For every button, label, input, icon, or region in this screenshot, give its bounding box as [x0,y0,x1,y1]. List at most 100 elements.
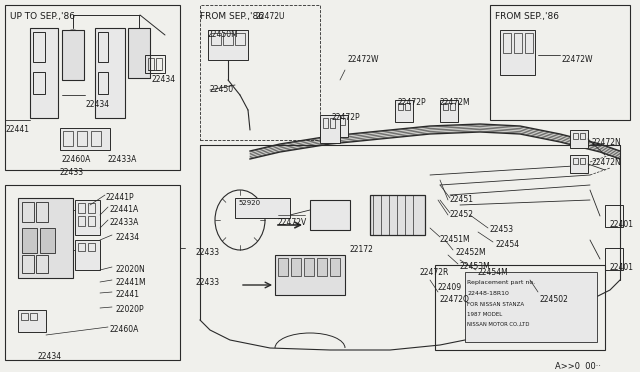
Bar [88,216,95,226]
Bar [514,33,522,53]
Bar [22,202,34,222]
Bar [323,118,328,128]
Bar [465,272,597,342]
Bar [62,30,84,80]
Bar [500,30,535,75]
Text: 22434: 22434 [85,100,109,109]
Text: 22441P: 22441P [105,193,134,202]
Text: 22472N: 22472N [592,138,621,147]
Text: 22450M: 22450M [208,30,239,39]
Bar [223,33,233,45]
Bar [200,5,320,140]
Bar [395,100,413,122]
Bar [18,310,46,332]
Text: 22472Q: 22472Q [440,295,470,304]
Bar [330,115,348,137]
Bar [211,33,221,45]
Text: 22453: 22453 [490,225,514,234]
Bar [605,248,623,270]
Bar [148,58,154,70]
Text: 52920: 52920 [238,200,260,206]
Text: 22172: 22172 [350,245,374,254]
Bar [370,195,425,235]
Text: 22472P: 22472P [397,98,426,107]
Bar [5,185,180,360]
Bar [570,130,588,148]
Text: 22409: 22409 [438,283,462,292]
Text: 22472M: 22472M [440,98,470,107]
Text: 22441A: 22441A [110,205,140,214]
Text: 22433: 22433 [60,168,84,177]
Bar [98,72,108,94]
Bar [75,200,100,235]
Bar [580,158,585,164]
Bar [405,103,410,110]
Text: 22020N: 22020N [115,265,145,274]
Bar [440,100,458,122]
Text: 22434: 22434 [115,233,139,242]
Text: UP TO SEP.,'86: UP TO SEP.,'86 [10,12,75,21]
Text: 22472R: 22472R [420,268,449,277]
Text: FROM SEP.,'86: FROM SEP.,'86 [495,12,559,21]
Bar [320,115,340,143]
Bar [443,103,448,110]
Bar [21,313,28,320]
Bar [63,131,73,146]
Bar [573,158,578,164]
Text: FROM SEP.,'86: FROM SEP.,'86 [200,12,264,21]
Bar [580,133,585,139]
Bar [573,133,578,139]
Bar [340,118,345,125]
Bar [330,118,335,128]
Text: 22472W: 22472W [562,55,593,64]
Text: 22472W: 22472W [348,55,380,64]
Text: A>>0  00··: A>>0 00·· [555,362,601,371]
Text: 22460A: 22460A [110,325,140,334]
Bar [98,32,108,62]
Text: 22472N: 22472N [592,158,621,167]
Bar [78,216,85,226]
Bar [78,243,85,251]
Bar [333,118,338,125]
Text: 22401: 22401 [610,220,634,229]
Bar [503,33,511,53]
Bar [33,32,45,62]
Bar [60,128,110,150]
Text: 22451M: 22451M [440,235,470,244]
Bar [310,200,350,230]
Bar [490,5,630,120]
Text: 22020P: 22020P [115,305,143,314]
Bar [398,103,403,110]
Bar [156,58,162,70]
Bar [75,240,100,270]
Text: NISSAN MOTOR CO.,LTD: NISSAN MOTOR CO.,LTD [467,322,529,327]
Bar [435,265,605,350]
Bar [525,33,533,53]
Text: 22452M: 22452M [455,248,486,257]
Bar [95,28,125,118]
Text: 22460A: 22460A [62,155,92,164]
Bar [22,228,37,253]
Bar [5,5,180,170]
Bar [33,72,45,94]
Text: 22451: 22451 [450,195,474,204]
Text: 22441: 22441 [5,125,29,134]
Bar [128,28,150,78]
Bar [36,255,48,273]
Bar [77,131,87,146]
Bar [235,33,245,45]
Bar [18,198,73,278]
Text: 22454: 22454 [495,240,519,249]
Text: 22433: 22433 [195,248,219,257]
Text: Replacement part no.: Replacement part no. [467,280,535,285]
Text: 22441: 22441 [115,290,139,299]
Text: 22434: 22434 [152,75,176,84]
Ellipse shape [131,30,147,40]
Text: FOR NISSAN STANZA: FOR NISSAN STANZA [467,302,524,307]
Text: 1987 MODEL: 1987 MODEL [467,312,502,317]
Bar [91,131,101,146]
Bar [30,28,58,118]
Bar [30,313,37,320]
Bar [208,30,248,60]
Text: 22452: 22452 [450,210,474,219]
